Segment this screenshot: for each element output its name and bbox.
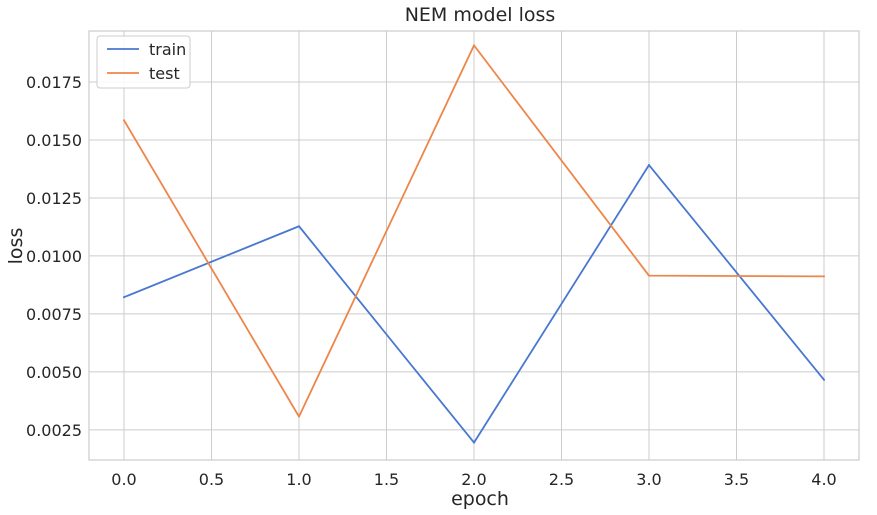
y-tick-label: 0.0150 <box>26 131 82 150</box>
y-tick-label: 0.0125 <box>26 189 82 208</box>
data-point-train <box>823 378 825 381</box>
x-tick-label: 2.0 <box>461 470 486 489</box>
data-point-test <box>123 119 125 122</box>
data-point-train <box>473 441 475 444</box>
chart-title: NEM model loss <box>405 4 556 26</box>
data-point-test <box>823 275 825 278</box>
data-point-train <box>298 225 300 228</box>
x-tick-label: 4.0 <box>811 470 836 489</box>
x-tick-label: 0.5 <box>199 470 224 489</box>
legend: train test <box>96 35 191 89</box>
x-tick-label: 1.0 <box>286 470 311 489</box>
y-tick-label: 0.0100 <box>26 247 82 266</box>
x-tick-label: 2.5 <box>549 470 574 489</box>
legend-label-test: test <box>149 64 180 83</box>
data-point-test <box>298 415 300 418</box>
series-lines <box>123 44 825 444</box>
y-tick-label: 0.0025 <box>26 421 82 440</box>
x-tick-label: 3.0 <box>636 470 661 489</box>
data-point-train <box>648 164 650 167</box>
x-tick-label: 3.5 <box>724 470 749 489</box>
x-tick-label: 0.0 <box>111 470 136 489</box>
x-tick-label: 1.5 <box>374 470 399 489</box>
y-tick-label: 0.0050 <box>26 363 82 382</box>
tick-labels: 0.0 0.5 1.0 1.5 2.0 2.5 3.0 3.5 4.0 0.0025 0.0050 0… <box>26 73 837 489</box>
y-axis-label: loss <box>5 228 27 265</box>
y-tick-label: 0.0075 <box>26 305 82 324</box>
data-point-train <box>123 296 125 299</box>
x-axis-label: epoch <box>451 488 509 510</box>
data-point-test <box>473 44 475 47</box>
legend-label-train: train <box>149 40 186 59</box>
data-point-test <box>648 274 650 277</box>
y-tick-label: 0.0175 <box>26 73 82 92</box>
grid-lines <box>89 31 859 460</box>
plot-frame <box>88 30 860 461</box>
